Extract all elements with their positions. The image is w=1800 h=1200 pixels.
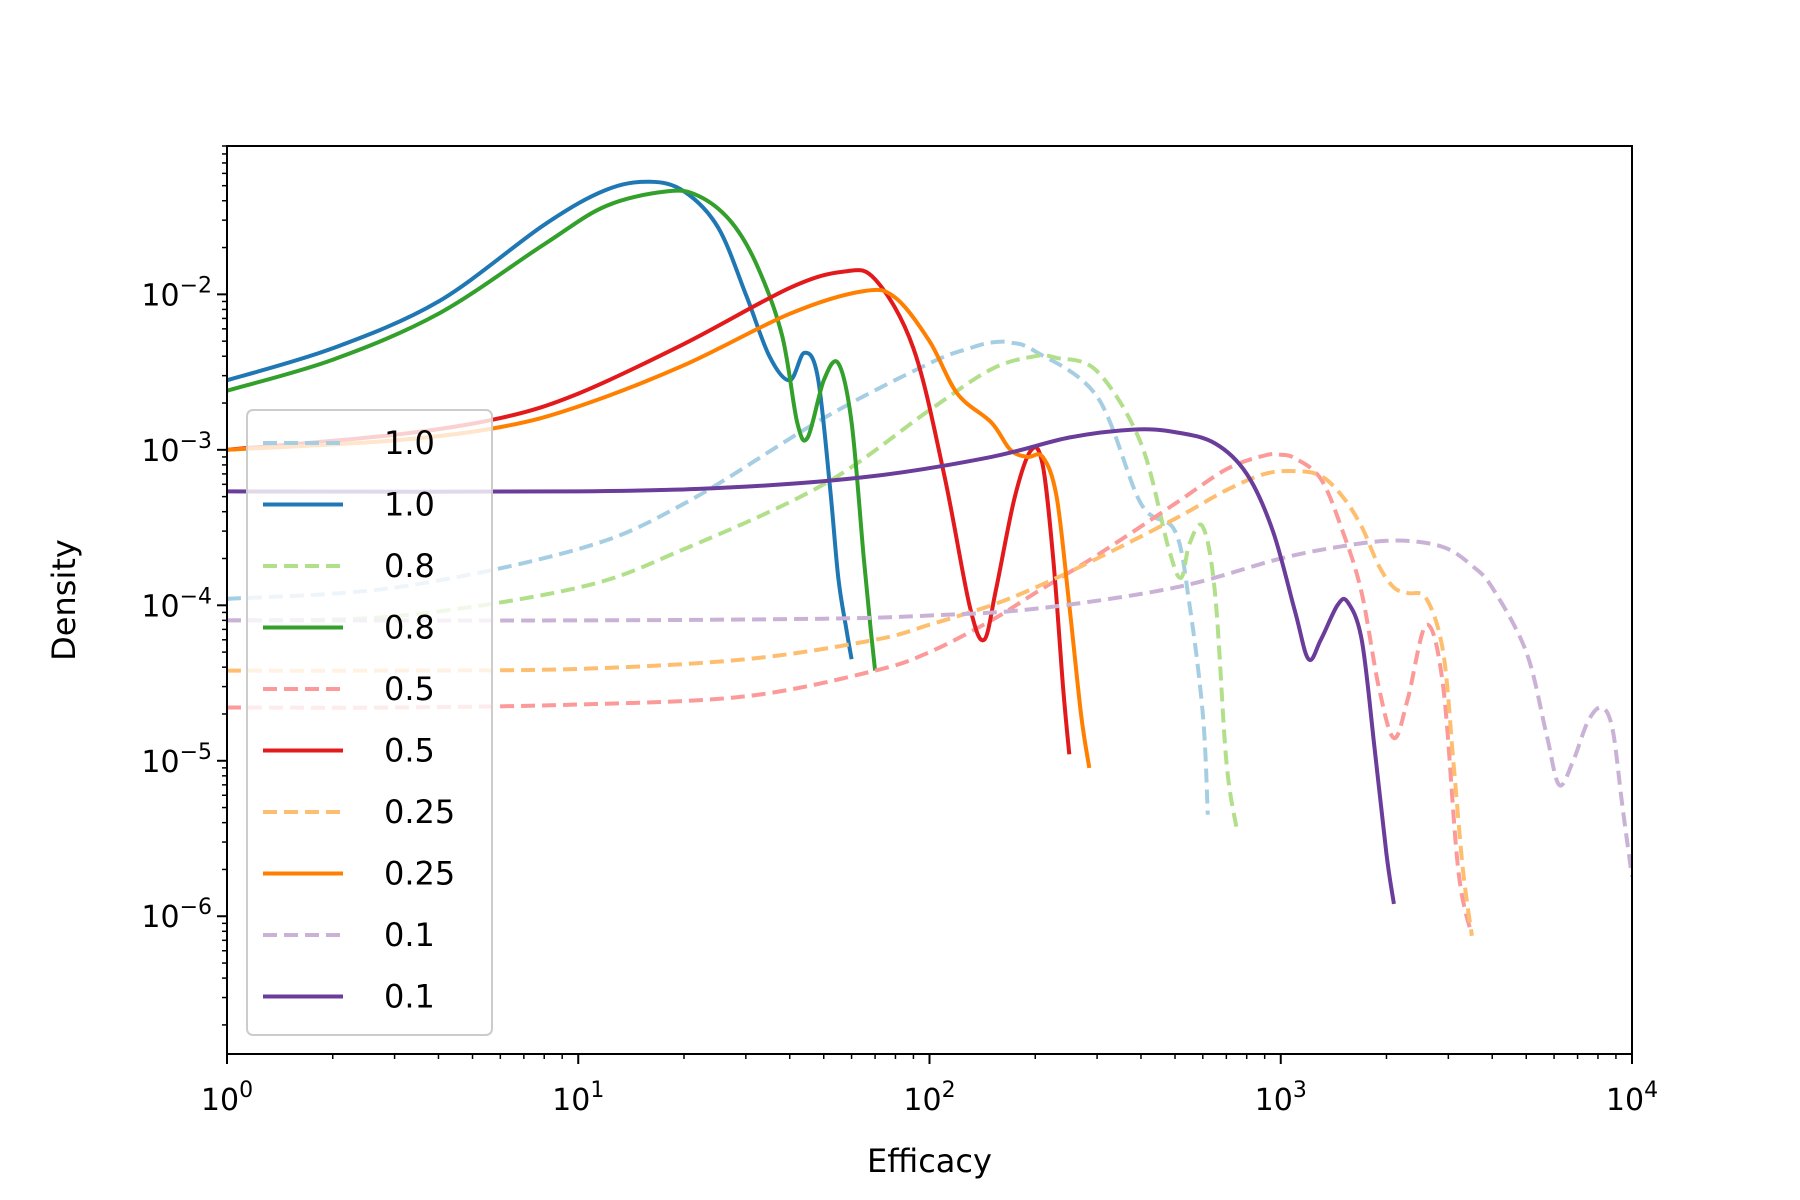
series-line-2: [227, 353, 1239, 831]
x-axis-label: Efficacy: [867, 1142, 992, 1180]
x-tick-label-3: 103: [1255, 1078, 1307, 1118]
legend-label-6: 0.25: [384, 793, 455, 831]
y-tick-label-4: 10−6: [141, 895, 212, 935]
series-line-7: [227, 287, 1092, 769]
y-tick-label-2: 10−4: [141, 584, 212, 624]
series-line-3: [227, 188, 878, 671]
legend: 1.0 1.0 0.8 0.8 0.5 0.5 0.25 0.25 0.1 0.1: [246, 409, 493, 1036]
legend-label-9: 0.1: [384, 978, 435, 1016]
x-tick-label-0: 100: [201, 1078, 253, 1118]
y-tick-label-1: 10−3: [141, 429, 212, 469]
legend-label-4: 0.5: [384, 670, 435, 708]
legend-label-2: 0.8: [384, 547, 435, 585]
series-line-8: [227, 538, 1632, 877]
series-line-5: [227, 268, 1072, 755]
x-tick-label-4: 104: [1606, 1078, 1658, 1118]
series-line-9: [227, 427, 1396, 905]
legend-label-5: 0.5: [384, 732, 435, 770]
series-line-4: [227, 451, 1474, 937]
legend-label-3: 0.8: [384, 609, 435, 647]
series-line-1: [227, 179, 854, 660]
x-tick-label-2: 102: [903, 1078, 955, 1118]
series-line-0: [227, 339, 1210, 815]
series-line-6: [227, 468, 1474, 936]
y-tick-label-0: 10−2: [141, 273, 212, 313]
plot-frame: [226, 145, 1633, 1055]
legend-label-0: 1.0: [384, 424, 435, 462]
y-axis-label: Density: [45, 539, 83, 661]
y-tick-label-3: 10−5: [141, 740, 212, 780]
legend-label-8: 0.1: [384, 916, 435, 954]
x-tick-label-1: 101: [552, 1078, 604, 1118]
series-layer: [227, 179, 1632, 937]
legend-label-7: 0.25: [384, 855, 455, 893]
legend-label-1: 1.0: [384, 486, 435, 524]
